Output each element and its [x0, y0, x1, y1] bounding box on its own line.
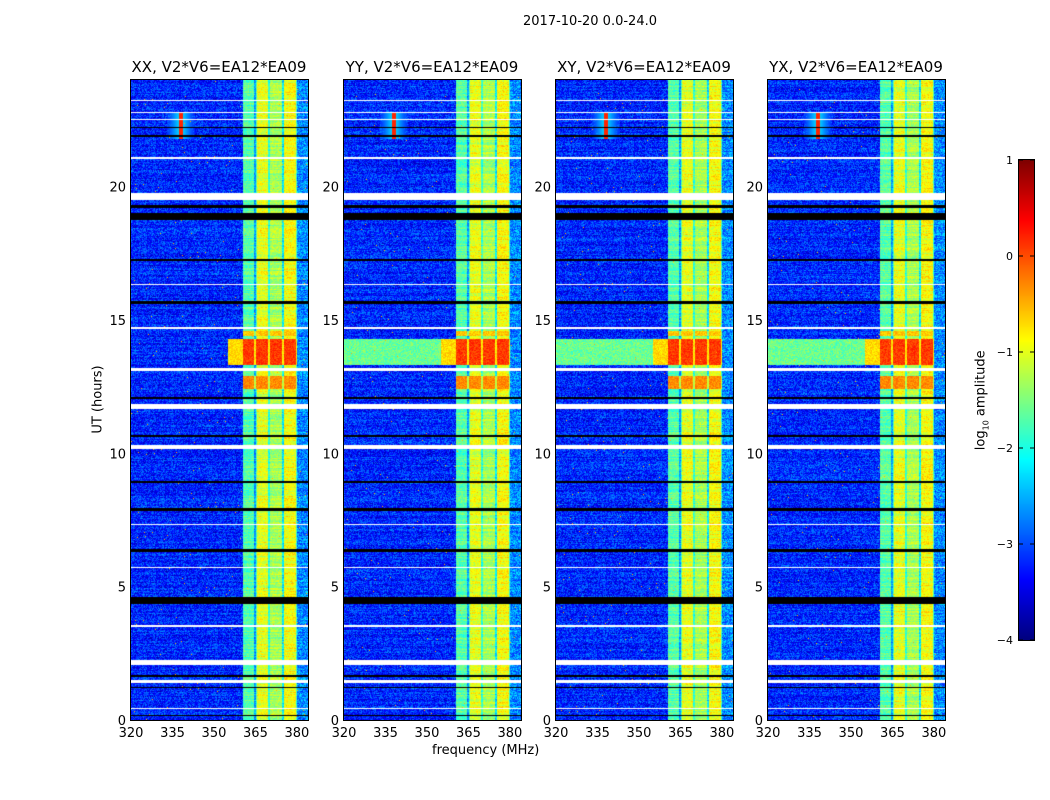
spectrogram-panel-1: [130, 79, 309, 721]
y-tick-label: 5: [118, 581, 126, 596]
x-tick-label: 335: [160, 726, 185, 741]
x-tick-label: 335: [797, 726, 822, 741]
x-tick-label: 320: [544, 726, 569, 741]
x-tick-label: 335: [373, 726, 398, 741]
y-tick-label: 5: [755, 581, 763, 596]
x-tick-label: 380: [922, 726, 947, 741]
x-tick-label: 350: [839, 726, 864, 741]
x-tick-label: 350: [627, 726, 652, 741]
colorbar: [1018, 159, 1035, 641]
x-tick-label: 320: [756, 726, 781, 741]
colorbar-label: log10 amplitude: [973, 350, 991, 451]
panel-title: XY, V2*V6=EA12*EA09: [557, 58, 731, 76]
y-tick-label: 10: [109, 447, 126, 462]
figure-title: 2017-10-20 0.0-24.0: [523, 14, 657, 29]
y-tick-label: 20: [322, 181, 339, 196]
x-tick-label: 365: [243, 726, 268, 741]
y-tick-label: 10: [322, 447, 339, 462]
y-tick-label: 10: [534, 447, 551, 462]
colorbar-tick-label: 0: [1006, 250, 1013, 263]
y-tick-label: 15: [322, 314, 339, 329]
y-tick-label: 15: [534, 314, 551, 329]
colorbar-tick-label: −2: [997, 442, 1013, 455]
spectrogram-image: [344, 80, 521, 720]
spectrogram-image: [768, 80, 945, 720]
y-tick-label: 0: [543, 714, 551, 729]
y-tick-label: 5: [331, 581, 339, 596]
x-tick-label: 365: [880, 726, 905, 741]
spectrogram-panel-3: [555, 79, 734, 721]
colorbar-tick-label: −4: [997, 634, 1013, 647]
x-tick-label: 320: [332, 726, 357, 741]
x-tick-label: 320: [119, 726, 144, 741]
x-axis-label: frequency (MHz): [432, 743, 540, 758]
y-tick-label: 20: [109, 181, 126, 196]
y-tick-label: 10: [746, 447, 763, 462]
y-tick-label: 0: [755, 714, 763, 729]
spectrogram-image: [131, 80, 308, 720]
x-tick-label: 350: [202, 726, 227, 741]
y-tick-label: 20: [534, 181, 551, 196]
panel-title: YX, V2*V6=EA12*EA09: [769, 58, 943, 76]
spectrogram-image: [556, 80, 733, 720]
colorbar-tick-label: −3: [997, 538, 1013, 551]
panel-title: YY, V2*V6=EA12*EA09: [345, 58, 519, 76]
x-tick-label: 380: [498, 726, 523, 741]
x-tick-label: 335: [585, 726, 610, 741]
panel-title: XX, V2*V6=EA12*EA09: [131, 58, 307, 76]
y-tick-label: 15: [746, 314, 763, 329]
y-tick-label: 15: [109, 314, 126, 329]
colorbar-tick-label: 1: [1006, 154, 1013, 167]
spectrogram-panel-4: [767, 79, 946, 721]
colorbar-tick-label: −1: [997, 346, 1013, 359]
spectrogram-panel-2: [343, 79, 522, 721]
y-tick-label: 0: [118, 714, 126, 729]
x-tick-label: 365: [668, 726, 693, 741]
y-axis-label: UT (hours): [90, 365, 106, 434]
x-tick-label: 380: [285, 726, 310, 741]
x-tick-label: 365: [456, 726, 481, 741]
x-tick-label: 380: [710, 726, 735, 741]
y-tick-label: 20: [746, 181, 763, 196]
y-tick-label: 5: [543, 581, 551, 596]
y-tick-label: 0: [331, 714, 339, 729]
x-tick-label: 350: [415, 726, 440, 741]
